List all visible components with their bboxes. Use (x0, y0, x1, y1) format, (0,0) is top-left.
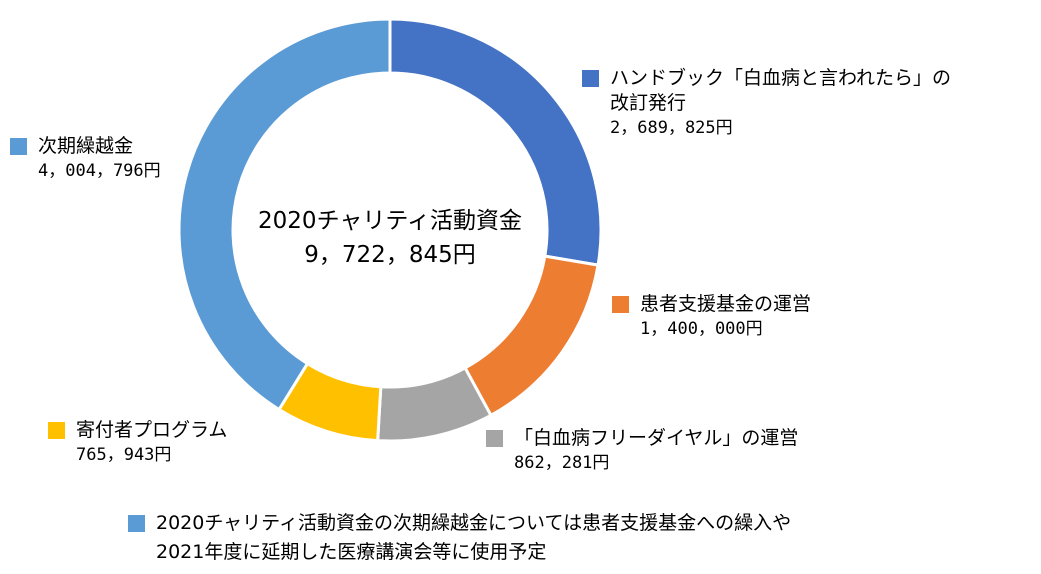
footnote-line1: 2020チャリティ活動資金の次期繰越金については患者支援基金への繰入や (156, 512, 792, 534)
legend-label-donor-program: 寄付者プログラム (76, 419, 228, 441)
legend-freedial: 「白血病フリーダイヤル」の運営 862，281円 (486, 426, 798, 476)
legend-label-handbook-line2: 改訂発行 (610, 92, 687, 114)
legend-swatch-donor-program (48, 422, 65, 439)
legend-label-handbook-line1: ハンドブック「白血病と言われたら」の (610, 67, 952, 89)
legend-handbook: ハンドブック「白血病と言われたら」の 改訂発行 2，689，825円 (582, 66, 951, 141)
footnote-swatch (128, 515, 145, 532)
center-total: 9，722，845円 (304, 242, 475, 268)
legend-donor-program: 寄付者プログラム 765，943円 (48, 418, 227, 468)
legend-support-fund: 患者支援基金の運営 1，400，000円 (612, 292, 811, 342)
legend-value-donor-program: 765，943円 (76, 445, 172, 465)
legend-swatch-handbook (582, 70, 599, 87)
slice-carryover (177, 17, 392, 412)
center-title: 2020チャリティ活動資金 (258, 208, 522, 234)
legend-swatch-carryover (10, 138, 27, 155)
footnote-line2: 2021年度に延期した医療講演会等に使用予定 (156, 541, 547, 563)
donut-slices (177, 17, 603, 443)
legend-label-freedial: 「白血病フリーダイヤル」の運営 (514, 427, 799, 449)
legend-label-carryover: 次期繰越金 (38, 135, 134, 157)
legend-swatch-freedial (486, 430, 503, 447)
footnote: 2020チャリティ活動資金の次期繰越金については患者支援基金への繰入や 2021… (128, 509, 791, 567)
legend-value-support-fund: 1，400，000円 (640, 319, 763, 339)
slice-support-fund (463, 254, 600, 418)
legend-carryover: 次期繰越金 4，004，796円 (10, 134, 161, 184)
legend-swatch-support-fund (612, 296, 629, 313)
legend-label-support-fund: 患者支援基金の運営 (640, 293, 812, 315)
legend-value-handbook: 2，689，825円 (610, 118, 733, 138)
legend-value-carryover: 4，004，796円 (38, 161, 161, 181)
legend-value-freedial: 862，281円 (514, 453, 610, 473)
